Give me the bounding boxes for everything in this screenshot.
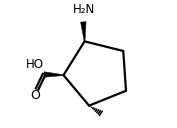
Polygon shape [81,22,86,41]
Text: HO: HO [26,58,44,71]
Polygon shape [44,72,64,77]
Text: H₂N: H₂N [73,3,95,16]
Text: O: O [30,89,40,102]
